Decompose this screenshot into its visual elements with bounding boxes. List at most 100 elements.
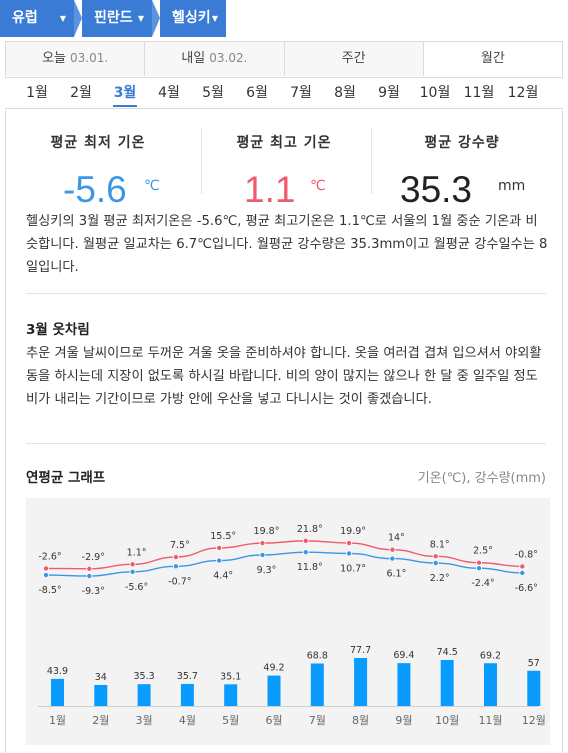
stat-max-unit: ℃ <box>310 178 326 194</box>
max-temp-point <box>86 565 93 572</box>
divider <box>26 443 546 444</box>
max-temp-point <box>259 540 266 547</box>
max-temp-point <box>42 565 49 572</box>
min-temp-point <box>259 551 266 558</box>
stat-rain-unit: mm <box>498 178 526 194</box>
min-temp-data-label: -8.5° <box>38 585 61 596</box>
tab-today[interactable]: 오늘 03.01. <box>6 42 146 76</box>
min-temp-point <box>129 568 136 575</box>
rain-bar <box>180 683 194 706</box>
month-tab-4[interactable]: 4월 <box>158 85 180 101</box>
min-temp-data-label: -0.7° <box>168 576 191 587</box>
min-temp-point <box>302 549 309 556</box>
annual-chart: -2.6° -2.9° 1.1° 7.5° 15.5° 19.8° 21.8° 19.9° 14… <box>26 498 550 745</box>
stat-max-temp: 평균 최고 기온 1.1 ℃ <box>198 132 370 210</box>
stat-min-unit: ℃ <box>144 178 160 194</box>
month-tab-3[interactable]: 3월 <box>103 78 147 108</box>
month-tab-1[interactable]: 1월 <box>26 85 48 101</box>
min-temp-data-label: -5.6° <box>125 582 148 593</box>
annual-chart-svg: -2.6° -2.9° 1.1° 7.5° 15.5° 19.8° 21.8° 19.9° 14… <box>38 524 546 727</box>
min-temp-point <box>42 572 49 579</box>
x-tick-label: 11월 <box>478 714 502 727</box>
max-temp-data-label: 2.5° <box>473 546 493 557</box>
breadcrumb: 유럽 ▼ 핀란드 ▼ 헬싱키 ▼ <box>0 0 568 41</box>
month-tab-12[interactable]: 12월 <box>507 85 539 101</box>
max-temp-point <box>129 561 136 568</box>
tab-today-date: 03.01. <box>70 51 109 65</box>
tab-tomorrow-date: 03.02. <box>209 51 248 65</box>
max-temp-data-label: 14° <box>388 533 405 544</box>
max-temp-point <box>389 546 396 553</box>
max-temp-point <box>519 563 526 570</box>
breadcrumb-city[interactable]: 헬싱키 ▼ <box>160 0 226 37</box>
stat-rain: 평균 강수량 35.3 mm <box>376 132 548 210</box>
x-tick-label: 2월 <box>92 714 109 727</box>
breadcrumb-region-label: 유럽 <box>12 10 38 26</box>
tab-tomorrow[interactable]: 내일 03.02. <box>145 42 285 76</box>
max-temp-data-label: 19.9° <box>340 526 366 537</box>
month-tab-6[interactable]: 6월 <box>246 85 268 101</box>
month-tab-7[interactable]: 7월 <box>290 85 312 101</box>
max-temp-data-label: -2.9° <box>82 552 105 563</box>
tab-tomorrow-label: 내일 <box>181 51 206 66</box>
breadcrumb-region[interactable]: 유럽 ▼ <box>0 0 74 37</box>
rain-bar <box>94 684 108 706</box>
x-tick-label: 9월 <box>395 714 412 727</box>
max-temp-point <box>302 537 309 544</box>
rain-data-label: 68.8 <box>307 650 328 661</box>
x-tick-label: 6월 <box>265 714 282 727</box>
breadcrumb-country[interactable]: 핀란드 ▼ <box>82 0 152 37</box>
divider <box>26 293 546 294</box>
min-temp-data-label: 2.2° <box>430 573 450 584</box>
month-tab-5[interactable]: 5월 <box>202 85 224 101</box>
max-temp-point <box>216 544 223 551</box>
rain-data-label: 35.1 <box>220 671 241 682</box>
x-tick-label: 7월 <box>309 714 326 727</box>
rain-data-label: 49.2 <box>263 663 284 674</box>
rain-bar <box>484 663 497 706</box>
min-temp-point <box>86 573 93 580</box>
tab-weekly[interactable]: 주간 <box>284 42 424 76</box>
rain-bar <box>310 663 324 706</box>
caret-down-icon: ▼ <box>59 14 66 23</box>
month-tab-11[interactable]: 11월 <box>463 85 495 101</box>
rain-bar <box>527 670 541 706</box>
x-tick-label: 1월 <box>49 714 66 727</box>
max-temp-data-label: 8.1° <box>430 539 450 550</box>
rain-data-label: 43.9 <box>47 666 68 677</box>
x-tick-label: 4월 <box>179 714 196 727</box>
min-temp-data-label: -6.6° <box>515 583 538 594</box>
breadcrumb-separator <box>152 0 160 37</box>
max-temp-point <box>346 540 353 547</box>
stat-rain-label: 평균 강수량 <box>424 135 500 151</box>
divider <box>371 128 372 194</box>
month-tab-8[interactable]: 8월 <box>334 85 356 101</box>
min-temp-point <box>432 560 439 567</box>
min-temp-point <box>346 550 353 557</box>
month-tab-10[interactable]: 10월 <box>419 85 451 101</box>
min-temp-point <box>172 563 179 570</box>
clothing-text: 추운 겨울 날씨이므로 두꺼운 겨울 옷을 준비하셔야 합니다. 옷을 여러겹 … <box>26 346 542 407</box>
month-description: 헬싱키의 3월 평균 최저기온은 -5.6℃, 평균 최고기온은 1.1℃로 서… <box>26 214 548 275</box>
month-tab-2[interactable]: 2월 <box>70 85 92 101</box>
tab-monthly[interactable]: 월간 <box>423 42 562 76</box>
caret-down-icon: ▼ <box>137 14 144 23</box>
min-temp-point <box>475 565 482 572</box>
min-temp-data-label: 4.4° <box>213 571 233 582</box>
min-temp-line <box>45 551 523 577</box>
rain-bar <box>267 675 281 706</box>
x-tick-label: 12월 <box>522 714 546 727</box>
breadcrumb-city-label: 헬싱키 <box>172 10 211 26</box>
rain-data-label: 57 <box>528 658 540 669</box>
rain-bar <box>397 663 411 706</box>
rain-data-label: 74.5 <box>437 647 458 658</box>
max-temp-line <box>45 540 523 570</box>
x-tick-label: 10월 <box>435 714 459 727</box>
max-temp-data-label: -0.8° <box>515 549 538 560</box>
rain-data-label: 77.7 <box>350 645 371 656</box>
caret-down-icon: ▼ <box>211 14 218 23</box>
month-tab-9[interactable]: 9월 <box>378 85 400 101</box>
rain-data-label: 69.4 <box>393 650 414 661</box>
month-tabs: 1월 2월 3월 4월 5월 6월 7월 8월 9월 10월 11월 12월 <box>5 77 563 109</box>
stat-max-value: 1.1 <box>244 169 296 210</box>
